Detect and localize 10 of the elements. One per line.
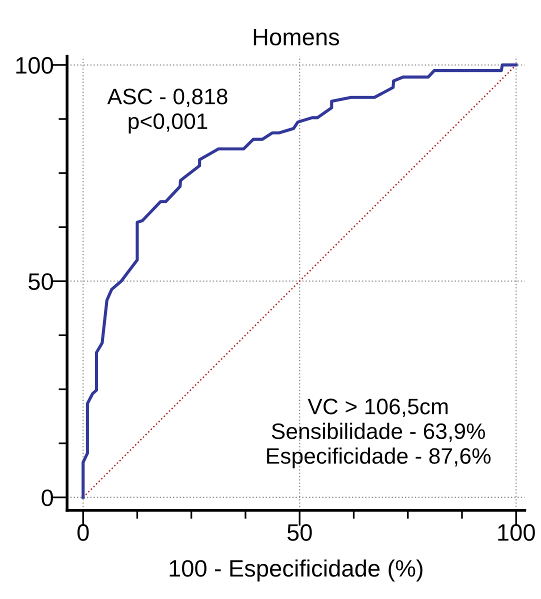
chart-title: Homens <box>254 28 340 46</box>
x-tick-label: 0 <box>77 524 89 541</box>
y-tick-label: 50 <box>28 273 53 290</box>
x-axis-title: 100 - Especificidade (%) <box>170 559 422 582</box>
x-tick-label: 50 <box>287 524 312 541</box>
annotation: ASC - 0,818 p<0,001 <box>107 88 228 134</box>
y-tick-label: 0 <box>42 489 53 506</box>
annotation: VC > 106,5cm Sensibilidade - 63,9% Especificidade - 87,6% <box>267 398 491 468</box>
x-tick-label: 100 <box>498 524 535 541</box>
y-tick-label: 100 <box>16 57 53 74</box>
